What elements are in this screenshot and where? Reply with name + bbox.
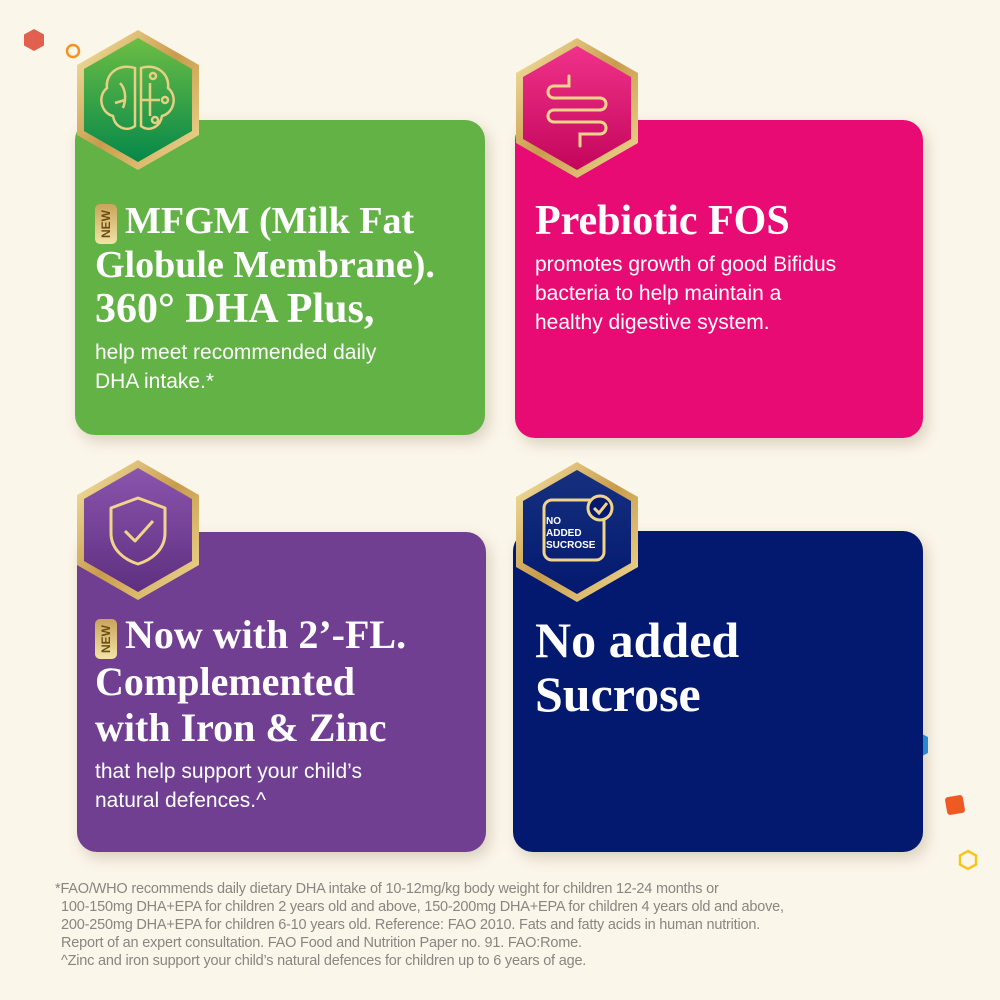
no-added-sucrose-icon: NO ADDED SUCROSE — [516, 462, 638, 602]
footnote-line: *FAO/WHO recommends daily dietary DHA in… — [55, 881, 719, 897]
title-text: MFGM (Milk Fat — [125, 200, 415, 242]
footnote-line: 200-250mg DHA+EPA for children 6-10 year… — [61, 917, 761, 933]
feature-card-prebiotic: Prebiotic FOS promotes growth of good Bi… — [515, 120, 923, 438]
decor-hexagon-red — [24, 29, 44, 51]
intestine-icon — [516, 38, 638, 178]
new-badge: NEW — [95, 618, 117, 659]
new-badge: NEW — [95, 204, 117, 245]
footnote-line: ^Zinc and iron support your child’s natu… — [61, 953, 587, 969]
card-title: Prebiotic FOS — [535, 198, 790, 244]
card-title-line: NEW Now with 2’-FL. — [95, 612, 470, 659]
card-title-line: with Iron & Zinc — [95, 704, 387, 750]
card-title-line: 360° DHA Plus, — [95, 286, 375, 333]
decor-square-orange — [945, 795, 965, 815]
icon-label: NO ADDED SUCROSE — [546, 516, 596, 551]
card-title-line: No added — [535, 612, 740, 668]
card-title-line: Globule Membrane). — [95, 244, 435, 287]
card-title-line: Sucrose — [535, 666, 701, 722]
card-title-line: NEW MFGM (Milk Fat — [95, 200, 467, 245]
feature-card-mfgm: NEW MFGM (Milk Fat Globule Membrane). 360… — [75, 120, 485, 435]
card-title-line: Complemented — [95, 658, 355, 704]
decor-ring-orange — [65, 43, 81, 59]
footnote-line: Report of an expert consultation. FAO Fo… — [61, 935, 582, 951]
card-body: promotes growth of good Bifidus bacteria… — [535, 253, 837, 334]
card-body: that help support your child’s natural d… — [95, 759, 362, 812]
footnote-line: 100-150mg DHA+EPA for children 2 years o… — [61, 899, 784, 915]
title-text: Now with 2’-FL. — [125, 612, 407, 657]
footnotes: *FAO/WHO recommends daily dietary DHA in… — [55, 880, 975, 970]
brain-circuit-icon — [77, 30, 199, 170]
card-body: help meet recommended daily DHA intake.* — [95, 341, 377, 394]
shield-check-icon — [77, 460, 199, 600]
decor-hexagon-outline-yellow — [958, 849, 978, 871]
